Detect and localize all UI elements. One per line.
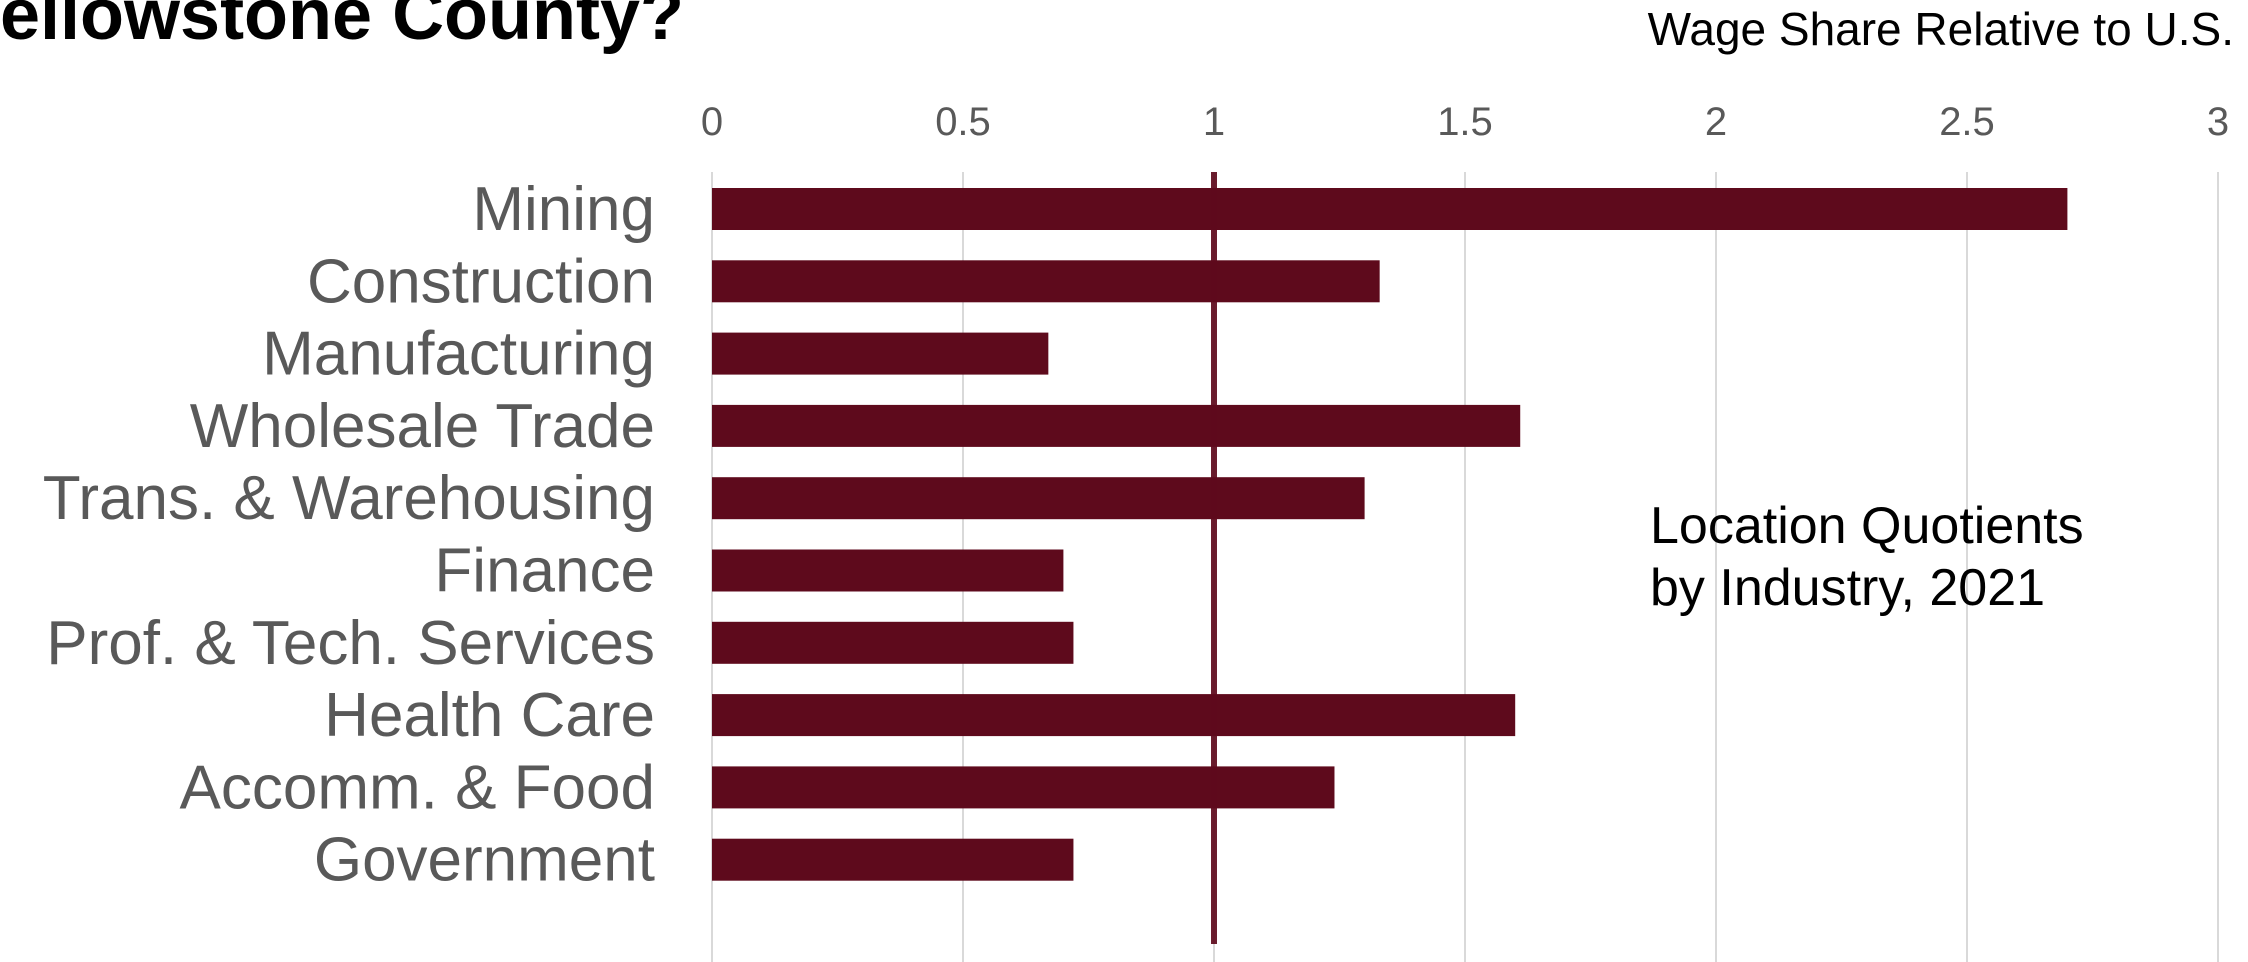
category-label: Trans. & Warehousing	[43, 464, 655, 533]
x-tick-label: 3	[2207, 100, 2229, 144]
x-tick-label: 2	[1705, 100, 1727, 144]
bar	[712, 838, 1074, 881]
bar	[712, 621, 1074, 664]
bar	[712, 477, 1365, 520]
bar	[712, 188, 2068, 230]
category-labels: MiningConstructionManufacturingWholesale…	[43, 175, 655, 895]
category-label: Manufacturing	[262, 320, 655, 389]
x-tick-label: 0	[701, 100, 723, 144]
bar	[712, 766, 1335, 809]
x-tick-label: 1	[1203, 100, 1225, 144]
annotation-line-2: by Industry, 2021	[1650, 559, 2046, 617]
x-tick-label: 1.5	[1437, 100, 1493, 144]
category-label: Finance	[434, 537, 655, 606]
chart-title: ellowstone County?	[0, 0, 684, 55]
category-label: Accomm. & Food	[180, 753, 655, 822]
bar	[712, 549, 1064, 592]
bar	[712, 332, 1049, 375]
bars	[712, 188, 2068, 881]
x-tick-labels: 0 0.5 1 1.5 2 2.5 3	[701, 100, 2229, 144]
chart-annotation: Location Quotients by Industry, 2021	[1650, 495, 2084, 619]
category-label: Government	[314, 826, 655, 895]
bar	[712, 260, 1380, 303]
x-tick-label: 2.5	[1939, 100, 1995, 144]
category-label: Wholesale Trade	[190, 392, 655, 461]
category-label: Construction	[307, 247, 655, 316]
x-tick-label: 0.5	[935, 100, 991, 144]
bar	[712, 404, 1521, 447]
bar	[712, 694, 1516, 737]
category-label: Mining	[472, 175, 655, 244]
category-label: Health Care	[324, 681, 655, 750]
axis-title: Wage Share Relative to U.S.	[1647, 3, 2234, 55]
category-label: Prof. & Tech. Services	[46, 609, 655, 678]
annotation-line-1: Location Quotients	[1650, 497, 2084, 555]
